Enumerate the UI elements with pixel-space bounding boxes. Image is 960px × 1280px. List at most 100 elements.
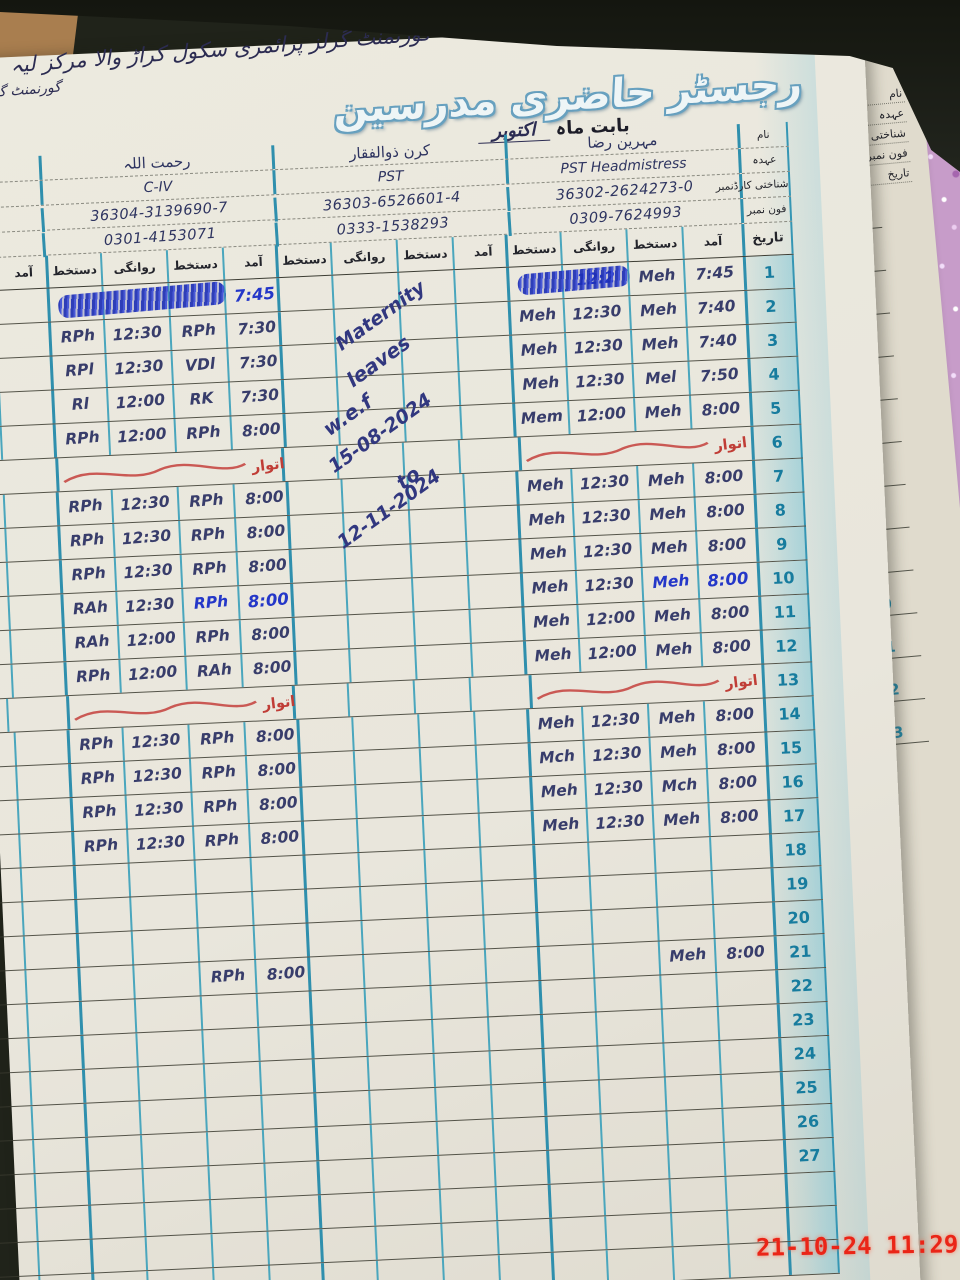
arrival-time: 8:00 bbox=[725, 942, 766, 964]
arrival-signature: Mel bbox=[644, 367, 678, 389]
attendance-arrival-time bbox=[486, 1014, 549, 1051]
departure-signature: Rl bbox=[71, 394, 91, 414]
departure-time: 12:30 bbox=[119, 492, 171, 515]
departure-signature: RPh bbox=[78, 733, 114, 755]
attendance-arrival-time bbox=[7, 594, 69, 630]
attendance-arrival-signature: Meh bbox=[651, 803, 709, 839]
attendance-arrival-time: 8:00 bbox=[240, 651, 302, 688]
arrival-signature: RPh bbox=[193, 592, 229, 613]
attendance-arrival-signature bbox=[0, 1072, 31, 1108]
attendance-departure-signature bbox=[291, 615, 349, 651]
attendance-arrival-signature bbox=[437, 1153, 495, 1189]
departure-signature: Meh bbox=[531, 610, 571, 632]
attendance-departure-signature: Meh bbox=[522, 638, 580, 675]
attendance-departure-signature bbox=[539, 1012, 597, 1048]
attendance-departure-signature bbox=[307, 955, 364, 991]
subheader-departure: روانگی bbox=[99, 250, 168, 286]
departure-time: 12:30 bbox=[132, 764, 183, 787]
attendance-arrival-signature: RPh bbox=[187, 722, 245, 758]
departure-signature: RPh bbox=[59, 325, 96, 347]
attendance-arrival-time: 8:00 bbox=[246, 787, 308, 824]
subheader-signature: دستخط bbox=[165, 247, 224, 283]
attendance-arrival-signature bbox=[440, 1221, 498, 1257]
arrival-time: 7:50 bbox=[699, 364, 740, 386]
attendance-departure-time bbox=[602, 1179, 671, 1216]
attendance-departure-signature bbox=[543, 1080, 600, 1116]
attendance-arrival-time: 8:00 bbox=[247, 821, 310, 858]
attendance-arrival-time: 8:00 bbox=[698, 596, 760, 633]
attendance-arrival-time bbox=[30, 1103, 92, 1140]
attendance-arrival-time: 8:00 bbox=[238, 617, 301, 654]
attendance-arrival-signature: Mch bbox=[650, 769, 708, 805]
attendance-arrival-signature bbox=[435, 1119, 494, 1155]
attendance-arrival-signature bbox=[204, 1095, 262, 1132]
attendance-arrival-time: 8:00 bbox=[234, 515, 296, 552]
attendance-arrival-time bbox=[27, 1035, 89, 1072]
date-cell: 21 bbox=[773, 934, 827, 970]
attendance-arrival-time: 7:45 bbox=[682, 257, 745, 293]
table-row: 6 اتوار اتوار bbox=[0, 424, 803, 499]
arrival-time: 8:00 bbox=[250, 623, 291, 645]
sunday-label: اتوار bbox=[713, 434, 749, 455]
date-cell bbox=[784, 1171, 837, 1208]
attendance-arrival-signature bbox=[196, 925, 255, 962]
attendance-departure-signature bbox=[296, 717, 353, 753]
departure-signature: RAh bbox=[73, 631, 110, 653]
attendance-departure-signature: RPl bbox=[49, 354, 106, 390]
attendance-departure-signature bbox=[297, 751, 355, 787]
field-label-name: نام bbox=[756, 128, 770, 142]
departure-time: 12:30 bbox=[135, 832, 187, 855]
departure-time: 12:30 bbox=[130, 730, 182, 753]
maternity-note: Maternity leaves w.e.f 15-08-2024 to 12-11-20… bbox=[284, 274, 524, 554]
departure-time: 12:30 bbox=[121, 526, 173, 549]
arrival-time: 8:00 bbox=[258, 793, 298, 815]
attendance-departure-signature: Meh bbox=[519, 570, 577, 607]
field-label-cell: نام bbox=[736, 121, 789, 149]
sunday-marker: اتوار bbox=[65, 685, 301, 730]
attendance-arrival-signature bbox=[417, 711, 475, 748]
attendance-arrival-signature bbox=[426, 915, 484, 952]
departure-time: 12:30 bbox=[593, 777, 645, 800]
attendance-departure-signature: Meh bbox=[515, 469, 572, 505]
date-cell: 14 bbox=[762, 696, 816, 732]
attendance-departure-signature bbox=[88, 1203, 145, 1239]
attendance-arrival-time bbox=[468, 607, 530, 643]
attendance-arrival-time: 8:00 bbox=[232, 481, 294, 518]
arrival-time: 8:00 bbox=[711, 636, 752, 658]
attendance-arrival-time bbox=[32, 1137, 94, 1174]
attendance-arrival-time: 8:00 bbox=[235, 549, 298, 586]
attendance-arrival-time bbox=[712, 902, 774, 939]
arrival-signature: Meh bbox=[649, 537, 688, 559]
attendance-arrival-signature bbox=[0, 630, 11, 667]
arrival-signature: Meh bbox=[668, 944, 707, 966]
arrival-time: 8:00 bbox=[265, 963, 306, 985]
attendance-arrival-time bbox=[255, 991, 318, 1027]
attendance-departure-time bbox=[362, 952, 430, 989]
attendance-arrival-time: 8:00 bbox=[244, 753, 307, 790]
attendance-arrival-signature bbox=[0, 1242, 39, 1278]
attendance-arrival-time bbox=[0, 424, 62, 460]
attendance-arrival-signature bbox=[666, 1142, 725, 1179]
attendance-departure-signature bbox=[313, 1090, 370, 1127]
attendance-arrival-time bbox=[473, 709, 535, 745]
attendance-departure-time: 12:30 bbox=[584, 771, 652, 808]
sunday-marker: اتوار bbox=[517, 426, 752, 471]
attendance-arrival-time: 8:00 bbox=[696, 562, 759, 599]
attendance-departure-time: 12:30 bbox=[104, 351, 172, 388]
subheader-signature: دستخط bbox=[625, 226, 683, 262]
attendance-arrival-time: 8:00 bbox=[688, 392, 751, 429]
attendance-arrival-time bbox=[15, 763, 77, 800]
attendance-arrival-signature bbox=[208, 1197, 267, 1234]
date-cell: 19 bbox=[770, 866, 823, 902]
departure-signature: Meh bbox=[525, 474, 565, 496]
attendance-departure-time bbox=[365, 1019, 433, 1056]
sunday-label: اتوار bbox=[261, 693, 297, 713]
attendance-arrival-time bbox=[0, 458, 57, 495]
attendance-arrival-time: 7:30 bbox=[224, 311, 287, 348]
attendance-departure-signature bbox=[72, 863, 130, 900]
attendance-departure-time bbox=[591, 941, 660, 978]
attendance-departure-time bbox=[597, 1077, 666, 1114]
attendance-arrival-signature bbox=[663, 1074, 722, 1111]
departure-signature: RPl bbox=[64, 360, 95, 381]
